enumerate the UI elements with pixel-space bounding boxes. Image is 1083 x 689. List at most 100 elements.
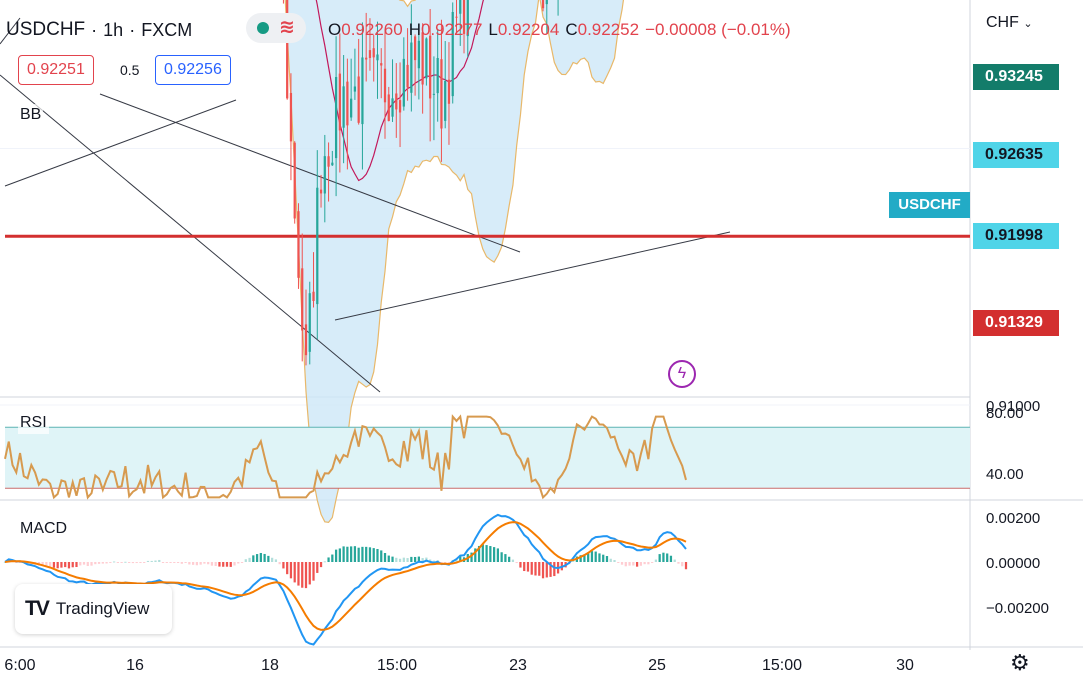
macd-histogram-bar — [669, 555, 673, 562]
candle-body — [380, 63, 383, 66]
macd-histogram-bar — [500, 552, 503, 562]
candle-body — [541, 0, 545, 9]
macd-histogram-bar — [146, 560, 150, 562]
candle — [451, 2, 454, 104]
macd-histogram-bar — [489, 546, 492, 562]
symbol-name[interactable]: USDCHF — [6, 19, 86, 40]
candle — [301, 233, 304, 362]
buy-button[interactable]: 0.92256 — [155, 55, 231, 85]
candle-body — [410, 42, 413, 93]
symbol-header[interactable]: USDCHF · 1h · FXCM — [6, 10, 192, 50]
candle — [316, 150, 319, 340]
macd-histogram-bar — [169, 562, 172, 563]
macd-histogram-bar — [594, 551, 597, 562]
upper-level-price-badge: 0.92635 — [973, 142, 1059, 168]
macd-histogram-bar — [357, 547, 360, 562]
candle-body — [444, 80, 447, 121]
macd-histogram-bar — [620, 562, 624, 565]
candle — [334, 36, 338, 197]
macd-histogram-bar — [120, 562, 123, 563]
candle — [368, 18, 372, 71]
macd-histogram-bar — [632, 562, 635, 566]
currency-selector[interactable]: CHF ⌄ — [986, 14, 1033, 32]
trendline-channel-lower — [0, 74, 381, 393]
candle-body — [365, 57, 368, 60]
candle-body — [417, 40, 420, 69]
macd-histogram-bar — [410, 556, 413, 562]
candle-body — [331, 162, 334, 166]
macd-histogram-bar — [398, 558, 402, 562]
candle — [440, 19, 443, 162]
macd-histogram-bar — [579, 555, 582, 562]
macd-histogram-bar — [26, 562, 29, 565]
candle-body — [368, 50, 372, 58]
macd-histogram-bar — [417, 556, 420, 562]
macd-histogram-bar — [244, 559, 247, 562]
macd-histogram-bar — [105, 562, 108, 564]
macd-histogram-bar — [229, 562, 232, 567]
candle — [323, 134, 326, 223]
bb-indicator-label[interactable]: BB — [18, 104, 44, 126]
macd-histogram-bar — [173, 562, 176, 563]
macd-histogram-bar — [3, 562, 7, 563]
tradingview-mark-icon: TV — [25, 597, 50, 620]
lightning-icon[interactable]: ϟ — [668, 360, 696, 388]
candle — [545, 0, 548, 34]
macd-histogram-bar — [161, 562, 165, 563]
time-tick-label: 6:00 — [4, 657, 35, 674]
macd-histogram-bar — [97, 562, 101, 564]
macd-histogram-bar — [327, 557, 330, 562]
macd-histogram-bar — [218, 562, 221, 567]
macd-histogram-bar — [361, 546, 364, 562]
macd-tick-label: −0.00200 — [986, 600, 1049, 617]
candle-body — [421, 32, 424, 85]
ohlc-high: H0.92277 — [408, 20, 483, 39]
macd-histogram-bar — [406, 558, 409, 562]
candle — [425, 37, 428, 86]
candle — [398, 62, 402, 148]
macd-histogram-bar — [188, 562, 191, 565]
candle — [406, 28, 409, 101]
macd-histogram-bar — [459, 556, 462, 562]
macd-histogram-bar — [470, 552, 473, 562]
settings-gear-icon[interactable]: ⚙ — [1010, 650, 1030, 675]
candle-body — [312, 291, 315, 301]
macd-histogram-bar — [624, 562, 627, 567]
rsi-indicator-label[interactable]: RSI — [18, 412, 49, 434]
candle — [402, 37, 405, 111]
macd-histogram-bar — [263, 553, 266, 562]
macd-histogram-bar — [350, 546, 353, 562]
macd-histogram-bar — [372, 548, 375, 562]
tradingview-logo[interactable]: TV TradingView — [15, 584, 172, 634]
macd-histogram-bar — [545, 562, 548, 578]
macd-histogram-bar — [15, 562, 18, 563]
candle — [350, 58, 353, 121]
bollinger-band-fill — [285, 0, 624, 523]
bollinger-basis-line — [315, 0, 485, 182]
candle-body — [316, 187, 319, 305]
macd-histogram-bar — [613, 560, 616, 562]
macd-histogram-bar — [391, 556, 394, 562]
macd-histogram-bar — [176, 562, 180, 563]
sell-button[interactable]: 0.92251 — [18, 55, 94, 85]
macd-indicator-label[interactable]: MACD — [18, 518, 70, 540]
macd-histogram-bar — [549, 562, 552, 577]
interval-label[interactable]: 1h — [103, 19, 124, 40]
macd-histogram-bar — [526, 562, 530, 572]
candle-body — [451, 12, 454, 97]
macd-histogram-bar — [131, 562, 135, 564]
macd-histogram-bar — [301, 562, 304, 588]
macd-histogram-bar — [519, 562, 522, 568]
candle-body — [286, 0, 289, 99]
candle — [289, 73, 293, 181]
market-status-pill[interactable]: ≋ — [246, 13, 306, 43]
macd-histogram-bar — [64, 562, 67, 568]
macd-histogram-bar — [259, 552, 262, 562]
time-tick-label: 23 — [509, 657, 527, 674]
candle-body — [432, 93, 436, 95]
macd-histogram-bar — [677, 562, 680, 564]
candle-body — [406, 64, 409, 88]
macd-histogram-bar — [191, 562, 195, 565]
macd-histogram-bar — [658, 554, 661, 562]
